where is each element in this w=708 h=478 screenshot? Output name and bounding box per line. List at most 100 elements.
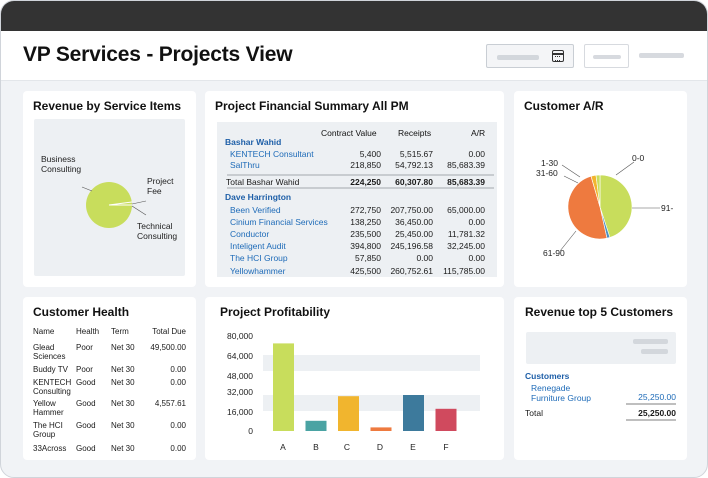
filter-placeholder <box>633 339 668 344</box>
customer-name: The HCI Group <box>33 421 63 439</box>
header-term: Term <box>111 327 129 336</box>
project-link[interactable]: The HCI Group <box>230 253 288 263</box>
customer-due: 0.00 <box>170 378 186 387</box>
y-tick-label: 16,000 <box>227 407 253 417</box>
ar-slice-1-30[interactable] <box>595 174 601 208</box>
contract-value: 57,850 <box>355 253 381 263</box>
receipts-value: 260,752.61 <box>390 266 433 276</box>
header-receipts: Receipts <box>398 128 432 138</box>
x-tick-label: E <box>410 442 416 452</box>
grid-band <box>263 355 480 371</box>
customer-name: Buddy TV <box>33 365 68 374</box>
customer-amount: 25,250.00 <box>638 392 676 402</box>
customer-due: 0.00 <box>170 421 186 430</box>
project-link[interactable]: Cinium Financial Services <box>230 217 328 227</box>
header-health: Health <box>76 327 100 336</box>
customer-term: Net 30 <box>111 444 135 453</box>
ar-label-31-60: 31-60 <box>536 168 558 178</box>
ar-value: 65,000.00 <box>447 205 485 215</box>
table-bg <box>217 122 497 277</box>
customer-term: Net 30 <box>111 378 135 387</box>
y-tick-label: 80,000 <box>227 331 253 341</box>
revenue-service-card: Revenue by Service Items Business Consul… <box>23 91 196 287</box>
project-link[interactable]: Been Verified <box>230 205 281 215</box>
x-tick-label: B <box>313 442 319 452</box>
financial-summary-card: Project Financial Summary All PM Contrac… <box>205 91 504 287</box>
header-total-due: Total Due <box>152 327 186 336</box>
service-chart-area: Business Consulting Project Fee Technica… <box>34 119 185 276</box>
customer-health: Poor <box>76 365 93 374</box>
header-button[interactable] <box>584 44 629 68</box>
x-tick-label: A <box>280 442 286 452</box>
contract-value: 5,400 <box>359 149 381 159</box>
receipts-value: 25,450.00 <box>395 229 433 239</box>
window-titlebar <box>1 1 707 31</box>
total-contract: 224,250 <box>350 177 381 187</box>
customer-due: 4,557.61 <box>154 399 186 408</box>
project-link[interactable]: Inteligent Audit <box>230 241 286 251</box>
receipts-value: 5,515.67 <box>399 149 433 159</box>
project-link[interactable]: Yellowhammer <box>230 266 286 276</box>
date-placeholder <box>497 55 539 60</box>
total-ar: 85,683.39 <box>447 177 485 187</box>
filter-placeholder <box>641 349 668 354</box>
bar-C[interactable] <box>338 396 359 431</box>
label-business-consulting: Business Consulting <box>41 154 82 174</box>
total-rules <box>626 403 676 421</box>
label-technical-consulting: Technical Consulting <box>137 221 178 241</box>
y-tick-label: 48,000 <box>227 371 253 381</box>
ar-leader-line <box>615 161 635 176</box>
leader-line <box>81 186 93 192</box>
customer-due: 0.00 <box>170 444 186 453</box>
project-link[interactable]: KENTECH Consultant <box>230 149 314 159</box>
pm-name: Bashar Wahid <box>225 137 282 147</box>
ar-value: 85,683.39 <box>447 160 485 170</box>
ar-slice-61-90[interactable] <box>567 175 608 240</box>
contract-value: 218,850 <box>350 160 381 170</box>
bar-B[interactable] <box>305 420 327 431</box>
ar-value: 11,781.32 <box>447 229 485 239</box>
total-receipts: 60,307.80 <box>395 177 433 187</box>
customer-health: Good <box>76 399 96 408</box>
customer-term: Net 30 <box>111 343 135 352</box>
receipts-value: 54,792.13 <box>395 160 433 170</box>
contract-value: 394,800 <box>350 241 381 251</box>
table-background <box>217 122 497 277</box>
y-tick-label: 0 <box>248 426 253 436</box>
contract-value: 272,750 <box>350 205 381 215</box>
customer-due: 49,500.00 <box>150 343 186 352</box>
profitability-card: Project Profitability 80,000 64,000 48,0… <box>205 297 504 460</box>
customer-health-title: Customer Health <box>33 305 130 319</box>
project-link[interactable]: SalThru <box>230 160 260 170</box>
ar-pie-chart <box>559 161 660 252</box>
calendar-icon[interactable] <box>552 50 564 62</box>
ar-leader-line <box>561 164 581 178</box>
bar-D[interactable] <box>370 427 392 431</box>
receipts-value: 207,750.00 <box>390 205 433 215</box>
customer-ar-title: Customer A/R <box>524 99 604 113</box>
bar-F[interactable] <box>435 408 457 431</box>
receipts-value: 0.00 <box>416 253 433 263</box>
header-link[interactable] <box>639 53 684 58</box>
customer-name: Yellow Hammer <box>33 399 64 417</box>
revenue-top5-title: Revenue top 5 Customers <box>525 305 674 319</box>
ar-label-0-0: 0-0 <box>632 153 645 163</box>
ar-slice-0-0[interactable] <box>599 174 633 238</box>
project-link[interactable]: Conductor <box>230 229 270 239</box>
customer-link[interactable]: Renegade Furniture Group <box>531 383 591 403</box>
customer-health: Poor <box>76 343 93 352</box>
date-picker[interactable] <box>486 44 574 68</box>
customer-health-card: Customer Health Name Health Term Total D… <box>23 297 196 460</box>
total-label: Total Bashar Wahid <box>226 177 300 187</box>
bar-E[interactable] <box>403 395 424 431</box>
receipts-value: 36,450.00 <box>395 217 433 227</box>
ar-value: 115,785.00 <box>443 266 485 276</box>
total-amount: 25,250.00 <box>638 408 676 418</box>
financial-summary-title: Project Financial Summary All PM <box>215 99 409 113</box>
ar-value: 0.00 <box>468 149 485 159</box>
customer-name: Glead Sciences <box>33 343 66 361</box>
revenue-service-title: Revenue by Service Items <box>33 99 182 113</box>
contract-value: 235,500 <box>350 229 381 239</box>
bar-A[interactable] <box>273 343 294 431</box>
customers-header: Customers <box>525 371 570 381</box>
